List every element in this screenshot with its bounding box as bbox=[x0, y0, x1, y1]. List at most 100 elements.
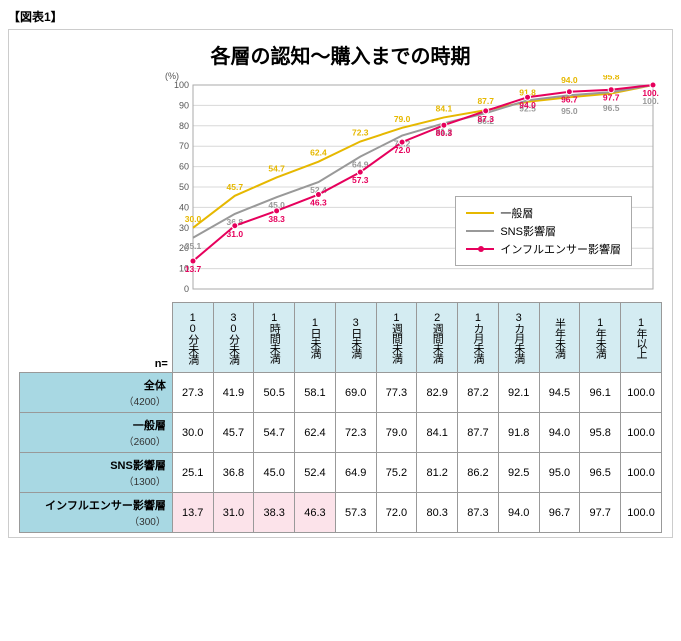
table-cell: 95.0 bbox=[539, 453, 580, 493]
table-row: 一般層（2600）30.045.754.762.472.379.084.187.… bbox=[20, 413, 662, 453]
svg-text:46.3: 46.3 bbox=[310, 198, 327, 208]
svg-text:31.0: 31.0 bbox=[227, 229, 244, 239]
table-cell: 91.8 bbox=[498, 413, 539, 453]
legend-item: 一般層 bbox=[466, 205, 621, 221]
table-cell: 62.4 bbox=[295, 413, 336, 453]
svg-text:79.0: 79.0 bbox=[394, 114, 411, 124]
svg-text:96.5: 96.5 bbox=[603, 103, 620, 113]
table-cell: 69.0 bbox=[335, 373, 376, 413]
svg-text:95.0: 95.0 bbox=[561, 106, 578, 116]
table-cell: 92.5 bbox=[498, 453, 539, 493]
column-header: 1年未満 bbox=[580, 303, 621, 373]
svg-text:30.0: 30.0 bbox=[185, 214, 202, 224]
table-cell: 97.7 bbox=[580, 493, 621, 533]
chart-title: 各層の認知～購入までの時期 bbox=[19, 40, 662, 69]
svg-text:38.3: 38.3 bbox=[268, 214, 285, 224]
svg-text:95.8: 95.8 bbox=[603, 75, 620, 82]
svg-text:54.7: 54.7 bbox=[268, 163, 285, 173]
column-header: 3カ月未満 bbox=[498, 303, 539, 373]
svg-text:87.7: 87.7 bbox=[477, 96, 494, 106]
column-header: 半年未満 bbox=[539, 303, 580, 373]
figure-caption: 【図表1】 bbox=[8, 8, 673, 25]
table-cell: 45.0 bbox=[254, 453, 295, 493]
svg-text:0: 0 bbox=[184, 284, 189, 294]
table-cell: 96.5 bbox=[580, 453, 621, 493]
table-cell: 87.2 bbox=[458, 373, 499, 413]
table-cell: 54.7 bbox=[254, 413, 295, 453]
table-cell: 100.0 bbox=[621, 373, 662, 413]
table-cell: 45.7 bbox=[213, 413, 254, 453]
column-header: 10分未満 bbox=[172, 303, 213, 373]
svg-text:100.0: 100.0 bbox=[642, 88, 659, 98]
svg-text:50: 50 bbox=[179, 182, 189, 192]
svg-text:97.7: 97.7 bbox=[603, 93, 620, 103]
table-cell: 96.7 bbox=[539, 493, 580, 533]
table-corner-n: n= bbox=[20, 303, 173, 373]
svg-text:72.3: 72.3 bbox=[352, 128, 369, 138]
y-unit-label: (%) bbox=[165, 71, 179, 81]
svg-text:96.7: 96.7 bbox=[561, 95, 578, 105]
table-cell: 58.1 bbox=[295, 373, 336, 413]
table-cell: 96.1 bbox=[580, 373, 621, 413]
legend-item: インフルエンサー影響層 bbox=[466, 241, 621, 257]
svg-text:72.0: 72.0 bbox=[394, 145, 411, 155]
table-cell: 100.0 bbox=[621, 453, 662, 493]
row-header: インフルエンサー影響層（300） bbox=[20, 493, 173, 533]
row-header: SNS影響層（1300） bbox=[20, 453, 173, 493]
svg-text:45.7: 45.7 bbox=[227, 182, 244, 192]
table-cell: 52.4 bbox=[295, 453, 336, 493]
table-cell: 79.0 bbox=[376, 413, 417, 453]
table-cell: 13.7 bbox=[172, 493, 213, 533]
table-cell: 92.1 bbox=[498, 373, 539, 413]
column-header: 30分未満 bbox=[213, 303, 254, 373]
column-header: 2週間未満 bbox=[417, 303, 458, 373]
svg-text:70: 70 bbox=[179, 141, 189, 151]
svg-text:94.0: 94.0 bbox=[519, 100, 536, 110]
table-cell: 87.7 bbox=[458, 413, 499, 453]
table-cell: 84.1 bbox=[417, 413, 458, 453]
chart-frame: 各層の認知～購入までの時期 (%) 0102030405060708090100… bbox=[8, 29, 673, 538]
chart-area: (%) 010203040506070809010030.045.754.762… bbox=[169, 75, 662, 300]
table-cell: 36.8 bbox=[213, 453, 254, 493]
svg-text:100: 100 bbox=[174, 80, 189, 90]
column-header: 1時間未満 bbox=[254, 303, 295, 373]
column-header: 1日未満 bbox=[295, 303, 336, 373]
table-cell: 38.3 bbox=[254, 493, 295, 533]
column-header: 1年以上 bbox=[621, 303, 662, 373]
table-cell: 72.3 bbox=[335, 413, 376, 453]
svg-text:40: 40 bbox=[179, 202, 189, 212]
table-cell: 86.2 bbox=[458, 453, 499, 493]
table-cell: 64.9 bbox=[335, 453, 376, 493]
svg-text:62.4: 62.4 bbox=[310, 148, 327, 158]
table-cell: 100.0 bbox=[621, 493, 662, 533]
table-cell: 30.0 bbox=[172, 413, 213, 453]
table-cell: 95.8 bbox=[580, 413, 621, 453]
table-cell: 27.3 bbox=[172, 373, 213, 413]
legend-item: SNS影響層 bbox=[466, 223, 621, 239]
table-row: 全体（4200）27.341.950.558.169.077.382.987.2… bbox=[20, 373, 662, 413]
table-cell: 94.0 bbox=[498, 493, 539, 533]
svg-text:80: 80 bbox=[179, 121, 189, 131]
svg-text:13.7: 13.7 bbox=[185, 264, 202, 274]
table-cell: 72.0 bbox=[376, 493, 417, 533]
table-cell: 94.5 bbox=[539, 373, 580, 413]
svg-text:30: 30 bbox=[179, 223, 189, 233]
svg-text:57.3: 57.3 bbox=[352, 175, 369, 185]
data-table: n= 10分未満30分未満1時間未満1日未満3日未満1週間未満2週間未満1カ月未… bbox=[19, 302, 662, 533]
table-cell: 80.3 bbox=[417, 493, 458, 533]
table-cell: 25.1 bbox=[172, 453, 213, 493]
table-cell: 94.0 bbox=[539, 413, 580, 453]
table-cell: 57.3 bbox=[335, 493, 376, 533]
column-header: 3日未満 bbox=[335, 303, 376, 373]
table-row: インフルエンサー影響層（300）13.731.038.346.357.372.0… bbox=[20, 493, 662, 533]
svg-text:80.3: 80.3 bbox=[436, 128, 453, 138]
table-cell: 81.2 bbox=[417, 453, 458, 493]
table-cell: 87.3 bbox=[458, 493, 499, 533]
table-cell: 75.2 bbox=[376, 453, 417, 493]
svg-text:25.1: 25.1 bbox=[185, 241, 202, 251]
table-cell: 100.0 bbox=[621, 413, 662, 453]
svg-text:94.0: 94.0 bbox=[561, 75, 578, 85]
table-cell: 46.3 bbox=[295, 493, 336, 533]
row-header: 一般層（2600） bbox=[20, 413, 173, 453]
table-cell: 31.0 bbox=[213, 493, 254, 533]
